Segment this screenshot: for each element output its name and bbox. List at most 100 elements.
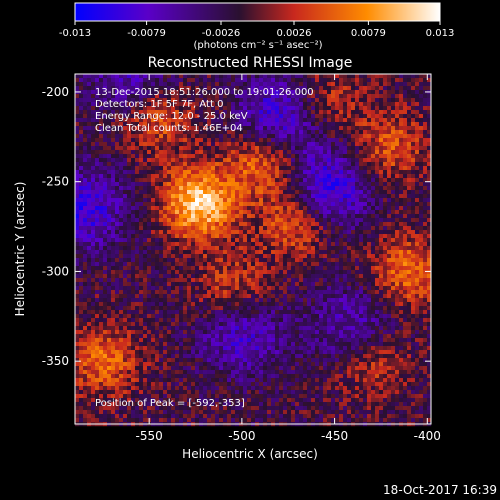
heatmap-cell — [327, 218, 332, 223]
heatmap-cell — [203, 206, 208, 211]
heatmap-cell — [307, 126, 312, 131]
heatmap-cell — [239, 274, 244, 279]
heatmap-cell — [107, 194, 112, 199]
heatmap-cell — [223, 134, 228, 139]
heatmap-cell — [299, 234, 304, 239]
heatmap-cell — [259, 178, 264, 183]
heatmap-cell — [191, 194, 196, 199]
heatmap-cell — [415, 154, 420, 159]
heatmap-cell — [179, 290, 184, 295]
heatmap-cell — [211, 102, 216, 107]
heatmap-cell — [391, 234, 396, 239]
heatmap-cell — [271, 150, 276, 155]
heatmap-cell — [195, 266, 200, 271]
heatmap-cell — [327, 254, 332, 259]
heatmap-cell — [395, 246, 400, 251]
heatmap-cell — [207, 154, 212, 159]
heatmap-cell — [371, 166, 376, 171]
heatmap-cell — [227, 182, 232, 187]
heatmap-cell — [367, 138, 372, 143]
heatmap-cell — [151, 162, 156, 167]
heatmap-cell — [147, 174, 152, 179]
heatmap-cell — [143, 90, 148, 95]
heatmap-cell — [199, 254, 204, 259]
heatmap-cell — [367, 274, 372, 279]
heatmap-cell — [407, 114, 412, 119]
heatmap-cell — [143, 282, 148, 287]
heatmap-cell — [295, 278, 300, 283]
heatmap-cell — [99, 214, 104, 219]
heatmap-cell — [259, 270, 264, 275]
heatmap-cell — [283, 214, 288, 219]
heatmap-cell — [147, 142, 152, 147]
heatmap-cell — [199, 154, 204, 159]
heatmap-cell — [123, 98, 128, 103]
heatmap-cell — [375, 118, 380, 123]
heatmap-cell — [311, 234, 316, 239]
heatmap-cell — [243, 242, 248, 247]
heatmap-cell — [423, 266, 428, 271]
heatmap-cell — [347, 182, 352, 187]
heatmap-cell — [99, 238, 104, 243]
heatmap-cell — [211, 146, 216, 151]
heatmap-cell — [159, 234, 164, 239]
heatmap-cell — [375, 278, 380, 283]
heatmap-cell — [315, 294, 320, 299]
heatmap-cell — [279, 210, 284, 215]
heatmap-cell — [335, 146, 340, 151]
heatmap-cell — [195, 238, 200, 243]
heatmap-cell — [127, 190, 132, 195]
heatmap-cell — [315, 282, 320, 287]
heatmap-cell — [139, 126, 144, 131]
heatmap-cell — [243, 282, 248, 287]
heatmap-cell — [395, 166, 400, 171]
heatmap-cell — [343, 110, 348, 115]
heatmap-cell — [423, 158, 428, 163]
heatmap-cell — [287, 150, 292, 155]
heatmap-cell — [427, 102, 432, 107]
heatmap-cell — [403, 110, 408, 115]
heatmap-cell — [111, 190, 116, 195]
heatmap-cell — [243, 190, 248, 195]
heatmap-cell — [167, 242, 172, 247]
heatmap-cell — [427, 202, 432, 207]
heatmap-cell — [239, 198, 244, 203]
heatmap-cell — [307, 118, 312, 123]
heatmap-cell — [79, 142, 84, 147]
heatmap-cell — [291, 246, 296, 251]
heatmap-cell — [139, 98, 144, 103]
heatmap-cell — [83, 202, 88, 207]
heatmap-cell — [339, 282, 344, 287]
heatmap-cell — [191, 170, 196, 175]
heatmap-cell — [331, 182, 336, 187]
heatmap-cell — [323, 282, 328, 287]
heatmap-cell — [103, 118, 108, 123]
heatmap-cell — [363, 182, 368, 187]
heatmap-cell — [167, 86, 172, 91]
heatmap-cell — [347, 142, 352, 147]
heatmap-cell — [79, 78, 84, 83]
heatmap-cell — [207, 242, 212, 247]
heatmap-cell — [159, 98, 164, 103]
heatmap-cell — [263, 170, 268, 175]
heatmap-cell — [215, 154, 220, 159]
heatmap-cell — [215, 118, 220, 123]
heatmap-cell — [195, 138, 200, 143]
heatmap-cell — [203, 250, 208, 255]
heatmap-cell — [327, 222, 332, 227]
heatmap-cell — [171, 210, 176, 215]
heatmap-cell — [407, 198, 412, 203]
heatmap-cell — [187, 186, 192, 191]
heatmap-cell — [287, 270, 292, 275]
heatmap-cell — [423, 210, 428, 215]
heatmap-cell — [415, 142, 420, 147]
heatmap-cell — [179, 94, 184, 99]
heatmap-cell — [83, 238, 88, 243]
heatmap-cell — [387, 258, 392, 263]
heatmap-cell — [347, 166, 352, 171]
heatmap-cell — [247, 86, 252, 91]
heatmap-cell — [151, 86, 156, 91]
heatmap-cell — [199, 218, 204, 223]
heatmap-cell — [91, 266, 96, 271]
heatmap-cell — [235, 102, 240, 107]
